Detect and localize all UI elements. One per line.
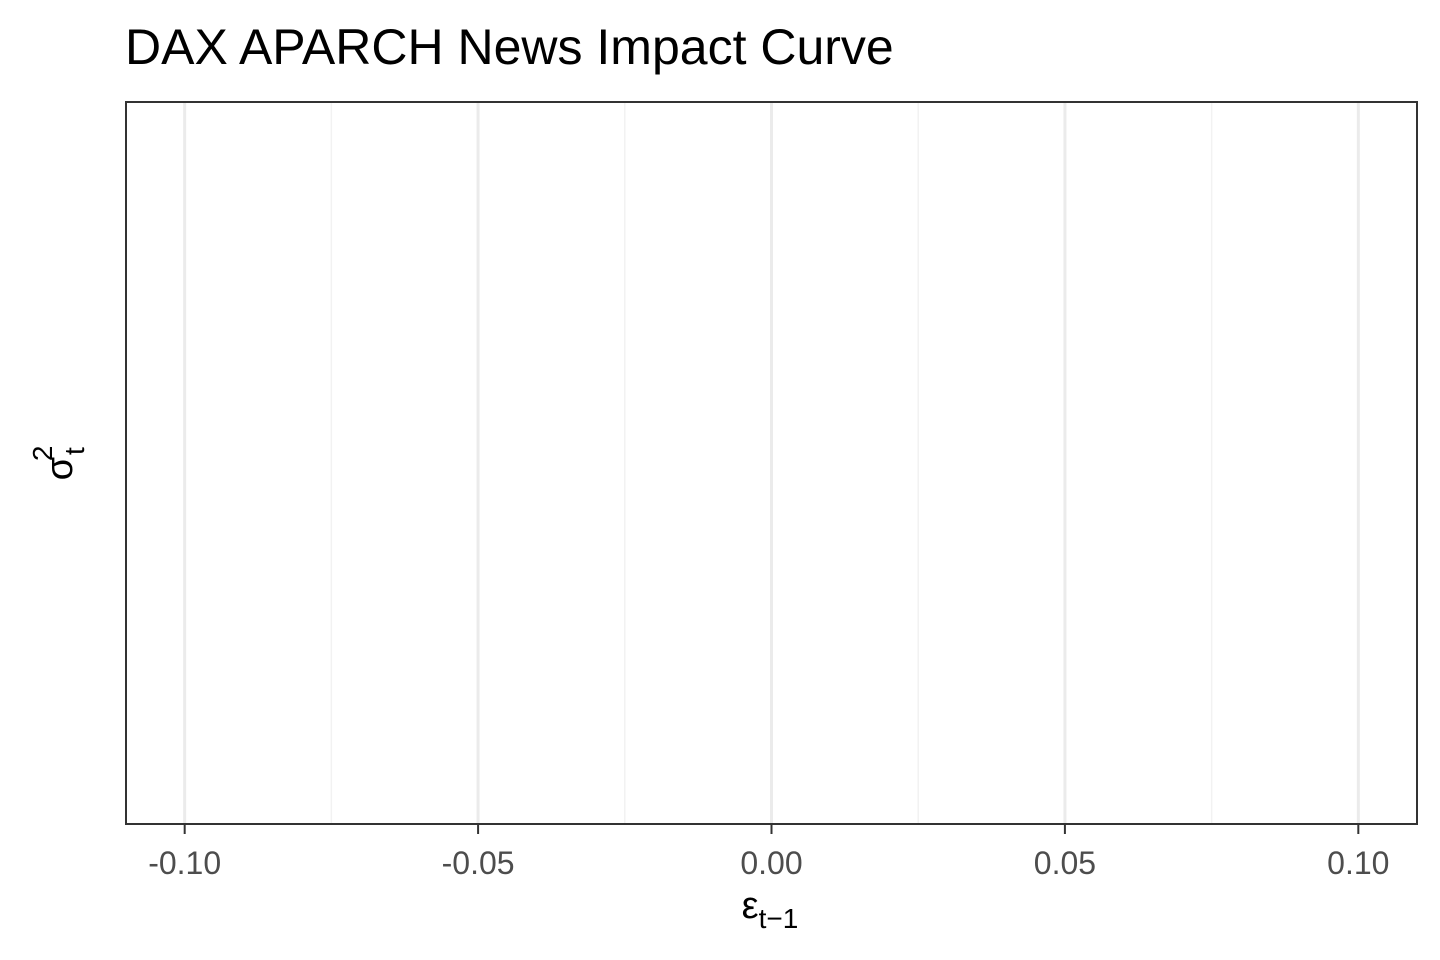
x-tick-label-2: 0.00 xyxy=(740,845,802,881)
y-axis-label-base: σ xyxy=(39,457,81,480)
minor-gridlines xyxy=(330,102,1213,824)
x-axis-tick-labels: -0.10 -0.05 0.00 0.05 0.10 xyxy=(148,845,1389,881)
svg-text:σt2: σt2 xyxy=(27,446,90,481)
x-tick-label-1: -0.05 xyxy=(442,845,515,881)
x-axis-label: εt−1 xyxy=(742,885,799,934)
y-axis-label: σt2 xyxy=(27,446,90,481)
x-tick-label-0: -0.10 xyxy=(148,845,221,881)
major-gridlines xyxy=(183,102,1360,824)
x-axis-ticks xyxy=(183,824,1360,834)
y-axis-label-subscript: t xyxy=(59,447,90,455)
x-tick-label-3: 0.05 xyxy=(1034,845,1096,881)
x-axis-label-base: ε xyxy=(742,885,759,927)
x-tick-label-4: 0.10 xyxy=(1327,845,1389,881)
x-axis-label-subscript: t−1 xyxy=(759,903,799,934)
y-axis-label-superscript: 2 xyxy=(27,446,58,462)
chart-title: DAX APARCH News Impact Curve xyxy=(125,19,894,75)
